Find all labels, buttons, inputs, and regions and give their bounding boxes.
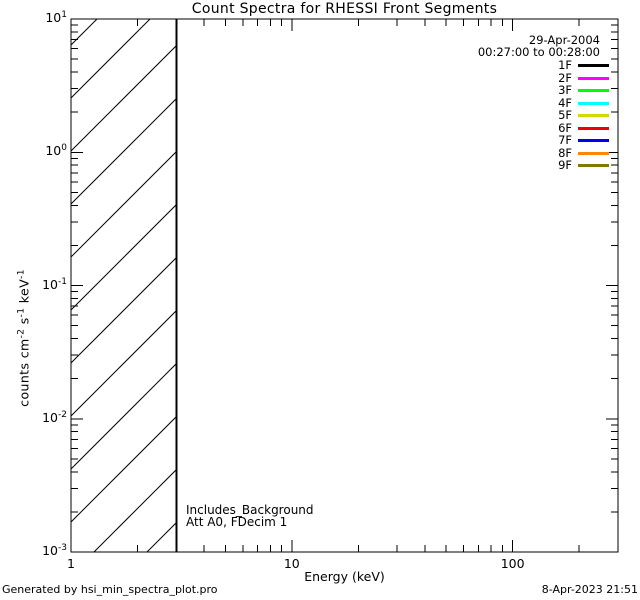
legend-entry-label: 1F <box>558 58 572 72</box>
y-axis-label: counts cm-2 s-1 keV-1 <box>16 269 32 407</box>
legend-entry-label: 5F <box>558 108 572 122</box>
x-tick-label: 10 <box>283 556 300 571</box>
legend-color-line <box>578 151 609 155</box>
y-tick-label: 100 <box>45 143 67 159</box>
x-axis-label: Energy (keV) <box>304 569 385 584</box>
legend-entry-label: 9F <box>558 158 572 172</box>
footer-generator: Generated by hsi_min_spectra_plot.pro <box>2 583 218 596</box>
legend-entry-label: 7F <box>558 133 572 147</box>
y-tick-label: 10-1 <box>42 276 67 292</box>
hatched-region <box>71 19 177 552</box>
legend-color-line <box>578 164 609 167</box>
y-tick-label: 101 <box>45 9 67 25</box>
y-tick-label: 10-3 <box>42 542 67 558</box>
legend-color-line <box>578 64 609 67</box>
y-tick-label: 10-2 <box>42 409 67 425</box>
legend-entry-label: 8F <box>558 145 572 160</box>
footer-datetime: 8-Apr-2023 21:51 <box>541 583 638 596</box>
legend-color-line <box>578 89 609 92</box>
annotation-includes-background: Includes_Background <box>186 503 314 517</box>
legend-color-line <box>578 139 609 142</box>
legend-time-range: 00:27:00 to 00:28:00 <box>477 45 600 59</box>
legend-entry-label: 3F <box>558 83 572 97</box>
legend-color-line <box>578 76 609 80</box>
x-tick-label: 1 <box>67 556 75 571</box>
legend-date: 29-Apr-2004 <box>528 33 600 47</box>
annotation-attenuator-state: Att A0, FDecim 1 <box>186 515 288 529</box>
legend-entry-label: 4F <box>558 95 572 110</box>
x-tick-label: 100 <box>500 556 525 571</box>
legend-color-line <box>578 114 609 117</box>
legend-color-line <box>578 126 609 130</box>
legend-color-line <box>578 101 609 105</box>
legend-entry-label: 2F <box>558 70 572 85</box>
chart-title: Count Spectra for RHESSI Front Segments <box>191 1 498 17</box>
axis-ticks <box>70 18 619 553</box>
legend-entry-label: 6F <box>558 120 572 135</box>
